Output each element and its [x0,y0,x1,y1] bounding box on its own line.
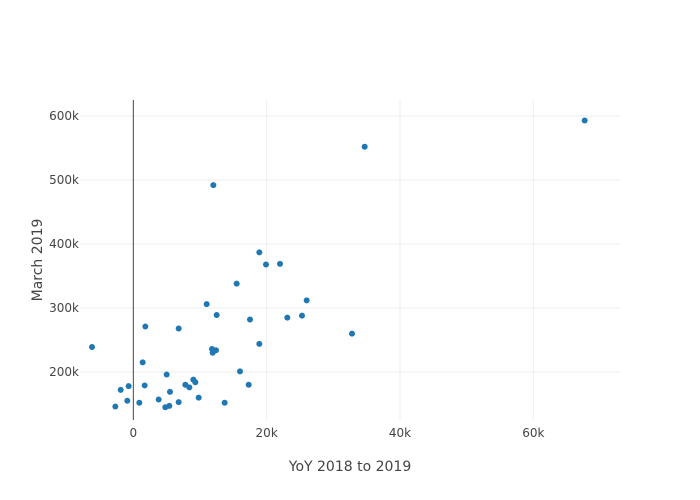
axis-layer: 0 20k 40k 60k 200k 300k 400k 500k 600k [49,109,544,440]
x-tick-label: 20k [256,426,278,440]
x-tick-label: 60k [522,426,544,440]
scatter-point[interactable] [186,384,193,391]
scatter-point[interactable] [155,396,162,403]
x-tick-label: 0 [130,426,138,440]
scatter-point[interactable] [112,403,119,410]
scatter-point[interactable] [233,280,240,287]
scatter-point[interactable] [162,404,169,411]
scatter-point[interactable] [210,182,217,189]
scatter-point[interactable] [203,301,210,308]
scatter-point[interactable] [299,312,305,319]
scatter-point[interactable] [192,379,199,386]
x-axis-title: YoY 2018 to 2019 [288,459,411,475]
y-axis-title: March 2019 [30,219,46,302]
scatter-point[interactable] [124,397,131,404]
y-tick-label: 500k [49,173,79,187]
scatter-point[interactable] [142,323,149,330]
y-tick-label: 300k [49,301,79,315]
scatter-point[interactable] [163,371,170,378]
scatter-point[interactable] [117,386,124,393]
scatter-point[interactable] [125,383,132,390]
scatter-point[interactable] [195,394,202,401]
scatter-point[interactable] [581,117,588,124]
points-layer[interactable] [89,117,588,411]
scatter-point[interactable] [349,330,355,337]
scatter-point[interactable] [139,359,146,366]
x-tick-label: 40k [389,426,411,440]
scatter-point[interactable] [221,399,228,406]
scatter-point[interactable] [284,314,291,321]
y-tick-label: 400k [49,237,79,251]
scatter-point[interactable] [247,316,253,323]
scatter-point[interactable] [303,297,310,304]
scatter-point[interactable] [136,399,143,406]
scatter-point[interactable] [209,349,216,356]
scatter-point[interactable] [256,249,263,256]
scatter-point[interactable] [213,312,220,319]
scatter-point[interactable] [256,340,263,347]
scatter-point[interactable] [245,381,252,388]
y-tick-label: 200k [49,365,79,379]
y-tick-label: 600k [49,109,79,123]
grid-layer [80,100,620,420]
scatter-point[interactable] [237,368,243,375]
scatter-point[interactable] [89,344,95,351]
scatter-point[interactable] [175,399,182,406]
scatter-point[interactable] [277,260,283,267]
scatter-point[interactable] [361,143,368,150]
scatter-point[interactable] [167,388,173,395]
scatter-point[interactable] [263,261,269,268]
scatter-point[interactable] [141,382,148,389]
scatter-point[interactable] [175,325,182,332]
